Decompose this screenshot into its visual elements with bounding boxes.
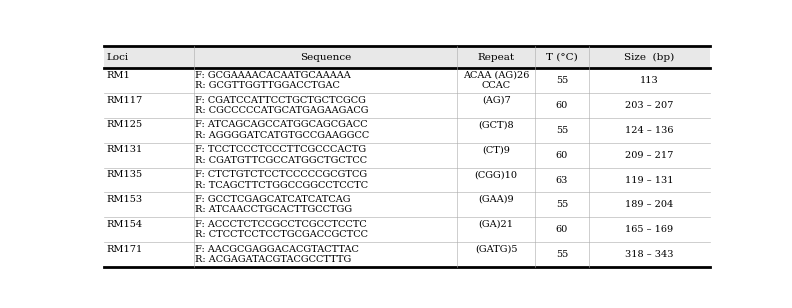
Text: T (°C): T (°C) (546, 53, 578, 62)
Text: 189 – 204: 189 – 204 (625, 201, 673, 209)
Text: 113: 113 (640, 76, 658, 85)
Text: (GA)21: (GA)21 (478, 220, 514, 229)
Text: R: CGCCCCCATGCATGAGAAGACG: R: CGCCCCCATGCATGAGAAGACG (196, 106, 369, 115)
Text: Sequence: Sequence (299, 53, 351, 62)
Text: Repeat: Repeat (478, 53, 515, 62)
Text: R: TCAGCTTCTGGCCGGCCTCCTC: R: TCAGCTTCTGGCCGGCCTCCTC (196, 180, 368, 189)
Text: ACAA (AG)26: ACAA (AG)26 (463, 71, 529, 80)
Text: 60: 60 (556, 101, 568, 110)
Text: 318 – 343: 318 – 343 (625, 250, 673, 259)
Text: R: AGGGGATCATGTGCCGAAGGCC: R: AGGGGATCATGTGCCGAAGGCC (196, 131, 370, 140)
Text: 119 – 131: 119 – 131 (625, 176, 673, 184)
Text: 203 – 207: 203 – 207 (625, 101, 673, 110)
Text: 63: 63 (556, 176, 568, 184)
Text: F: GCCTCGAGCATCATCATCAG: F: GCCTCGAGCATCATCATCAG (196, 195, 351, 204)
Text: 55: 55 (556, 76, 568, 85)
Text: RM1: RM1 (106, 71, 130, 80)
Text: 165 – 169: 165 – 169 (625, 225, 673, 234)
Text: F: CTCTGTCTCCTCCCCCGCGTCG: F: CTCTGTCTCCTCCCCCGCGTCG (196, 170, 367, 179)
Text: F: ACCCTCTCCGCCTCGCCTCCTC: F: ACCCTCTCCGCCTCGCCTCCTC (196, 220, 367, 229)
Text: RM131: RM131 (106, 145, 143, 154)
Text: 60: 60 (556, 225, 568, 234)
Text: (GATG)5: (GATG)5 (475, 245, 517, 253)
Bar (104, 47, 710, 68)
Text: 209 – 217: 209 – 217 (625, 151, 673, 160)
Text: (CGG)10: (CGG)10 (474, 170, 518, 179)
Text: R: GCGTTGGTTGGACCTGAC: R: GCGTTGGTTGGACCTGAC (196, 81, 341, 90)
Text: R: CGATGTTCGCCATGGCTGCTCC: R: CGATGTTCGCCATGGCTGCTCC (196, 156, 367, 165)
Text: F: GCGAAAACACAATGCAAAAA: F: GCGAAAACACAATGCAAAAA (196, 71, 351, 80)
Text: 55: 55 (556, 250, 568, 259)
Text: R: ATCAACCTGCACTTGCCTGG: R: ATCAACCTGCACTTGCCTGG (196, 205, 352, 214)
Text: (GAA)9: (GAA)9 (478, 195, 514, 204)
Text: 55: 55 (556, 126, 568, 135)
Text: (AG)7: (AG)7 (482, 95, 511, 104)
Text: F: CGATCCATTCCTGCTGCTCGCG: F: CGATCCATTCCTGCTGCTCGCG (196, 95, 366, 104)
Text: RM154: RM154 (106, 220, 143, 229)
Text: (GCT)8: (GCT)8 (478, 120, 514, 129)
Text: R: CTCCTCCTCCTGCGACCGCTCC: R: CTCCTCCTCCTGCGACCGCTCC (196, 230, 368, 239)
Text: RM117: RM117 (106, 95, 143, 104)
Text: Size  (bp): Size (bp) (624, 53, 674, 62)
Text: RM125: RM125 (106, 120, 143, 129)
Text: F: AACGCGAGGACACGTACTTAC: F: AACGCGAGGACACGTACTTAC (196, 245, 360, 253)
Text: F: ATCAGCAGCCATGGCAGCGACC: F: ATCAGCAGCCATGGCAGCGACC (196, 120, 368, 129)
Text: R: ACGAGATACGTACGCCTTTG: R: ACGAGATACGTACGCCTTTG (196, 255, 352, 264)
Text: RM171: RM171 (106, 245, 143, 253)
Text: F: TCCTCCCTCCCTTCGCCCACTG: F: TCCTCCCTCCCTTCGCCCACTG (196, 145, 367, 154)
Text: CCAC: CCAC (482, 81, 511, 90)
Text: 55: 55 (556, 201, 568, 209)
Text: Loci: Loci (106, 53, 128, 62)
Text: RM153: RM153 (106, 195, 143, 204)
Text: 60: 60 (556, 151, 568, 160)
Text: RM135: RM135 (106, 170, 143, 179)
Text: (CT)9: (CT)9 (482, 145, 510, 154)
Text: 124 – 136: 124 – 136 (625, 126, 673, 135)
